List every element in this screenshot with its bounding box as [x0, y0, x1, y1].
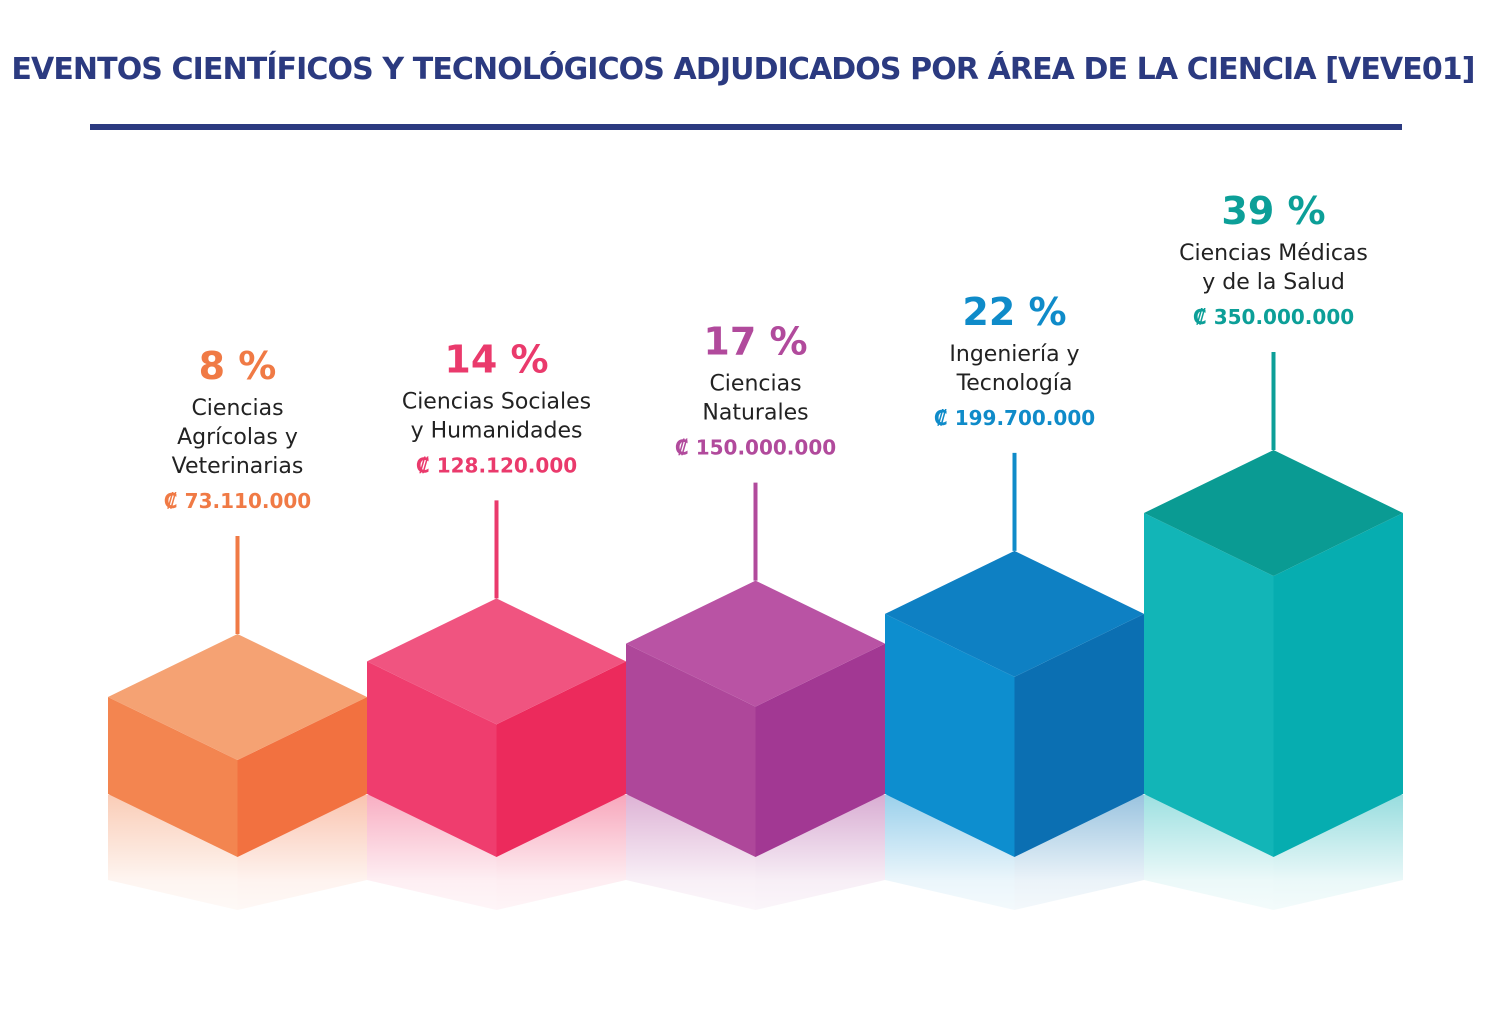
bar-top-face	[1144, 450, 1403, 576]
chart-title: EVENTOS CIENTÍFICOS Y TECNOLÓGICOS ADJUD…	[11, 52, 1475, 87]
bar-top-face	[626, 580, 885, 707]
category-label: Veterinarias	[172, 454, 304, 479]
amount-label: ₡ 128.120.000	[416, 453, 577, 477]
category-label: Ciencias	[191, 396, 283, 421]
bar-right-face	[755, 643, 885, 857]
bar-right-face	[1014, 613, 1144, 857]
bar-left-face	[626, 643, 756, 857]
bar-left-face	[885, 613, 1015, 857]
category-label: y de la Salud	[1202, 270, 1345, 295]
bar-top-face	[885, 550, 1144, 677]
bar	[108, 634, 367, 857]
bar-top-face	[367, 598, 626, 725]
bar	[885, 550, 1144, 857]
bar	[1144, 450, 1403, 857]
bar-right-face	[496, 661, 626, 857]
percent-label: 39 %	[1221, 189, 1325, 233]
category-label: Naturales	[702, 401, 808, 426]
labels-group: 8 % Ciencias Agrícolas y Veterinarias ₡ 73.1…	[164, 189, 1368, 634]
category-label: y Humanidades	[411, 418, 583, 443]
percent-label: 22 %	[962, 290, 1066, 334]
bar-left-face	[367, 661, 497, 857]
bar-top-face	[108, 634, 367, 760]
bar-right-face	[1273, 513, 1403, 857]
bar-left-face	[108, 697, 238, 857]
bar-right-face	[237, 697, 367, 857]
amount-label: ₡ 73.110.000	[164, 489, 311, 513]
bars-group	[108, 450, 1403, 857]
amount-label: ₡ 350.000.000	[1193, 305, 1354, 329]
amount-label: ₡ 150.000.000	[675, 436, 836, 460]
bar-reflection	[367, 795, 626, 950]
percent-label: 17 %	[703, 320, 807, 364]
amount-label: ₡ 199.700.000	[934, 406, 1095, 430]
category-label: Ciencias Médicas	[1179, 241, 1368, 266]
bar-left-face	[1144, 513, 1274, 857]
percent-label: 14 %	[444, 337, 548, 381]
percent-label: 8 %	[199, 344, 277, 388]
category-label: Ciencias Sociales	[402, 389, 591, 414]
category-label: Agrícolas y	[177, 425, 298, 450]
title-divider	[90, 124, 1402, 130]
bar	[626, 580, 885, 857]
category-label: Ciencias	[709, 372, 801, 397]
category-label: Tecnología	[956, 371, 1073, 396]
category-label: Ingeniería y	[949, 342, 1079, 367]
bar	[367, 598, 626, 857]
